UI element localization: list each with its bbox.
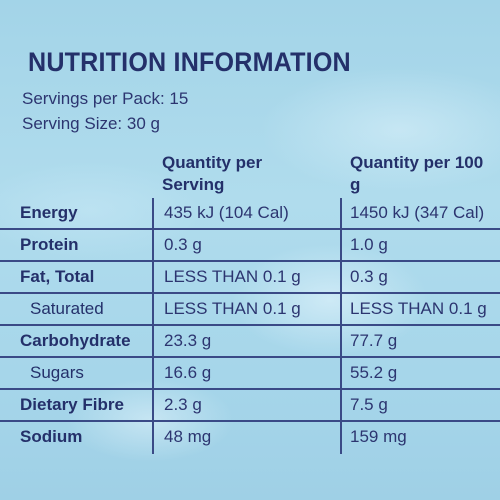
row-label: Fat, Total: [20, 267, 95, 286]
table-row-fat-total: Fat, Total LESS THAN 0.1 g 0.3 g: [0, 262, 500, 294]
row-label: Protein: [20, 235, 79, 254]
row-label: Dietary Fibre: [20, 395, 124, 414]
value-per-serving: 2.3 g: [164, 395, 202, 414]
value-per-100g: 55.2 g: [350, 363, 398, 382]
column-divider-2: [340, 198, 342, 454]
value-per-100g: 1450 kJ (347 Cal): [350, 203, 485, 222]
value-per-serving: LESS THAN 0.1 g: [164, 267, 301, 286]
value-per-100g: 159 mg: [350, 427, 407, 446]
table-row-energy: Energy 435 kJ (104 Cal) 1450 kJ (347 Cal…: [0, 198, 500, 230]
value-per-100g: 1.0 g: [350, 235, 388, 254]
value-per-serving: 48 mg: [164, 427, 212, 446]
nutrition-title: NUTRITION INFORMATION: [28, 47, 351, 77]
table-row-protein: Protein 0.3 g 1.0 g: [0, 230, 500, 262]
row-label: Saturated: [30, 299, 104, 318]
table-row-carbohydrate: Carbohydrate 23.3 g 77.7 g: [0, 326, 500, 358]
row-label: Energy: [20, 203, 78, 222]
column-header-per-serving: Quantity per Serving: [162, 153, 263, 194]
value-per-serving: 16.6 g: [164, 363, 212, 382]
value-per-100g: 7.5 g: [350, 395, 388, 414]
table-row-sodium: Sodium 48 mg 159 mg: [0, 422, 500, 454]
value-per-serving: 435 kJ (104 Cal): [164, 203, 289, 222]
row-label: Sodium: [20, 427, 83, 446]
table-row-saturated: Saturated LESS THAN 0.1 g LESS THAN 0.1 …: [0, 294, 500, 326]
table-row-dietary-fibre: Dietary Fibre 2.3 g 7.5 g: [0, 390, 500, 422]
value-per-100g: 77.7 g: [350, 331, 398, 350]
value-per-serving: LESS THAN 0.1 g: [164, 299, 301, 318]
value-per-serving: 0.3 g: [164, 235, 202, 254]
servings-per-pack: Servings per Pack: 15: [22, 89, 189, 108]
nutrition-table: Energy 435 kJ (104 Cal) 1450 kJ (347 Cal…: [0, 198, 500, 454]
value-per-100g: 0.3 g: [350, 267, 388, 286]
serving-size: Serving Size: 30 g: [22, 114, 160, 133]
row-label: Sugars: [30, 363, 84, 382]
column-divider-1: [152, 198, 154, 454]
value-per-100g: LESS THAN 0.1 g: [350, 299, 487, 318]
column-header-per-100g: Quantity per 100 g: [350, 153, 484, 194]
table-row-sugars: Sugars 16.6 g 55.2 g: [0, 358, 500, 390]
row-label: Carbohydrate: [20, 331, 131, 350]
value-per-serving: 23.3 g: [164, 331, 212, 350]
